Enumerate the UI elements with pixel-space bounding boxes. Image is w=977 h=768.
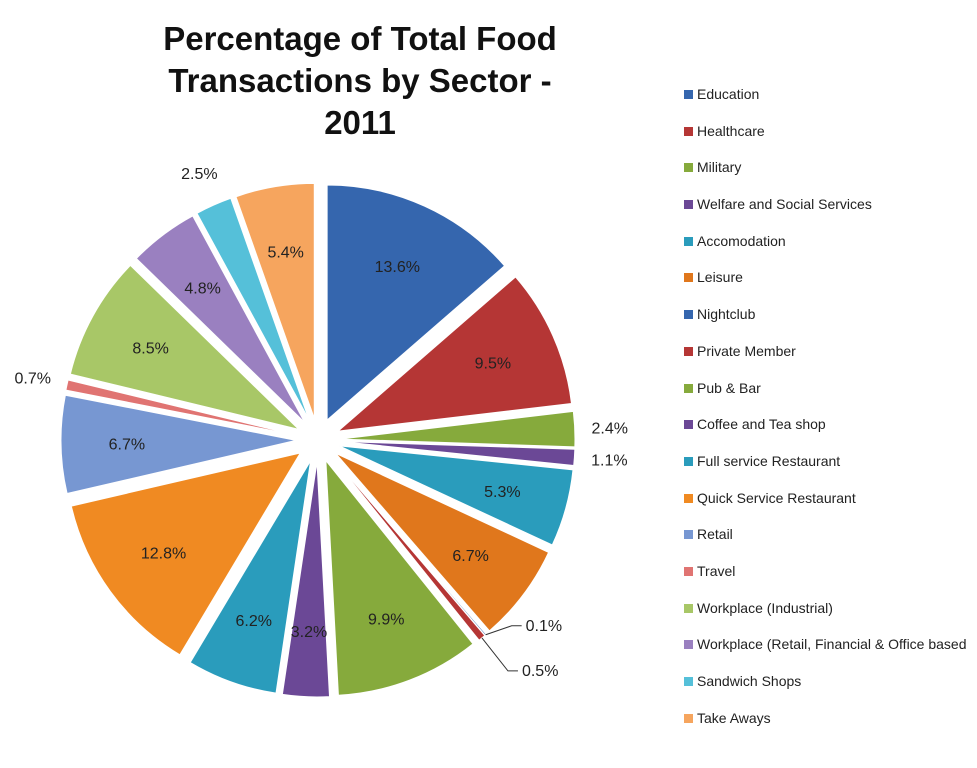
legend-label: Pub & Bar xyxy=(697,379,761,396)
legend-item: Accomodation xyxy=(684,233,974,270)
slice-label-15: 4.8% xyxy=(184,281,220,298)
title-line-2: 2011 xyxy=(324,104,396,141)
legend-swatch xyxy=(684,90,693,99)
legend-item: Take Aways xyxy=(684,710,974,747)
legend-swatch xyxy=(684,713,693,723)
pie-slice-17 xyxy=(235,182,315,419)
pie-slice-10 xyxy=(189,460,312,694)
legend-label: Nightclub xyxy=(697,306,756,323)
legend-item: Travel xyxy=(684,563,974,600)
legend-label: Coffee and Tea shop xyxy=(697,416,826,433)
legend-item: Coffee and Tea shop xyxy=(684,416,974,453)
legend-swatch xyxy=(684,383,693,393)
legend-label: Healthcare xyxy=(697,122,765,139)
legend-item: Military xyxy=(684,159,974,196)
pie-slice-16 xyxy=(196,197,310,421)
pie-slice-12 xyxy=(60,394,297,495)
legend-item: Pub & Bar xyxy=(684,380,974,417)
legend-swatch xyxy=(684,456,693,466)
legend-label: Private Member xyxy=(697,342,796,359)
legend-label: Full service Restaurant xyxy=(697,452,841,469)
pie-slice-7 xyxy=(331,456,486,641)
pie-slice-9 xyxy=(281,461,331,698)
legend-swatch xyxy=(684,677,693,686)
title-line-1: Percentage of Total Food Transactions by… xyxy=(163,20,557,99)
slice-label-3: 1.1% xyxy=(591,453,627,470)
legend-swatch xyxy=(684,640,693,650)
legend-item: Workplace (Industrial) xyxy=(684,600,974,637)
legend-label: Leisure xyxy=(697,269,743,286)
pie-slice-8 xyxy=(325,459,474,696)
legend-label: Accomodation xyxy=(697,232,786,249)
pie-slice-13 xyxy=(65,379,297,436)
legend-swatch xyxy=(684,273,693,283)
legend-swatch xyxy=(684,493,693,503)
legend-item: Leisure xyxy=(684,269,974,306)
legend-label: Sandwich Shops xyxy=(697,673,802,689)
slice-label-2: 2.4% xyxy=(592,421,628,438)
legend-item: Retail xyxy=(684,526,974,563)
slice-label-12: 6.7% xyxy=(109,436,145,453)
legend-item: Quick Service Restaurant xyxy=(684,490,974,527)
slice-label-5: 6.7% xyxy=(452,548,488,565)
legend-item: Education xyxy=(684,86,974,123)
legend-label: Workplace (Industrial) xyxy=(697,599,833,616)
pie-slice-3 xyxy=(339,440,576,467)
pie-slice-14 xyxy=(69,264,301,431)
legend-swatch xyxy=(684,603,693,613)
legend-swatch xyxy=(684,566,693,576)
legend-label: Quick Service Restaurant xyxy=(697,489,856,506)
legend-swatch xyxy=(684,200,693,210)
slice-label-4: 5.3% xyxy=(484,484,520,501)
legend-item: Welfare and Social Services xyxy=(684,196,974,233)
legend-swatch xyxy=(684,236,693,246)
pie-slice-5 xyxy=(335,452,550,632)
legend-label: Welfare and Social Services xyxy=(697,196,872,213)
legend-item: Healthcare xyxy=(684,123,974,160)
legend: Education Healthcare Military Welfare and S… xyxy=(684,86,974,746)
slice-label-7: 0.5% xyxy=(522,663,558,680)
legend-swatch xyxy=(684,310,693,320)
legend-item: Sandwich Shops xyxy=(684,673,974,710)
legend-swatch xyxy=(684,420,693,430)
slice-label-10: 6.2% xyxy=(236,613,272,630)
slice-label-16: 2.5% xyxy=(181,166,217,183)
legend-label: Travel xyxy=(697,562,736,579)
legend-swatch xyxy=(684,346,693,356)
legend-item: Workplace (Retail, Financial & Office ba… xyxy=(684,636,974,673)
legend-item: Nightclub xyxy=(684,306,974,343)
legend-item: Full service Restaurant xyxy=(684,453,974,490)
pie-slice-15 xyxy=(135,215,306,423)
pie-slice-2 xyxy=(339,410,576,448)
slice-label-14: 8.5% xyxy=(132,341,168,358)
legend-item: Private Member xyxy=(684,343,974,380)
pie-slice-1 xyxy=(336,276,573,432)
slice-label-9: 3.2% xyxy=(291,624,327,641)
legend-label: Education xyxy=(697,86,760,102)
legend-label: Take Aways xyxy=(697,709,771,726)
slice-label-1: 9.5% xyxy=(475,356,511,373)
leader-line-6 xyxy=(485,625,522,636)
legend-label: Workplace (Retail, Financial & Office ba… xyxy=(697,636,967,653)
slice-label-8: 9.9% xyxy=(368,612,404,629)
legend-swatch xyxy=(684,163,693,173)
legend-swatch xyxy=(684,530,693,540)
leader-line-7 xyxy=(481,637,518,672)
slice-label-17: 5.4% xyxy=(267,245,303,262)
pie-slice-4 xyxy=(338,445,574,546)
legend-swatch xyxy=(684,126,693,136)
slice-label-0: 13.6% xyxy=(375,259,420,276)
slice-label-6: 0.1% xyxy=(526,618,562,635)
pie-slice-11 xyxy=(70,452,302,656)
legend-label: Military xyxy=(697,159,742,176)
slice-label-13: 0.7% xyxy=(15,371,51,388)
chart-title: Percentage of Total Food Transactions by… xyxy=(60,18,660,144)
legend-label: Retail xyxy=(697,526,733,543)
slice-label-11: 12.8% xyxy=(141,546,186,563)
pie-slice-0 xyxy=(326,184,506,422)
